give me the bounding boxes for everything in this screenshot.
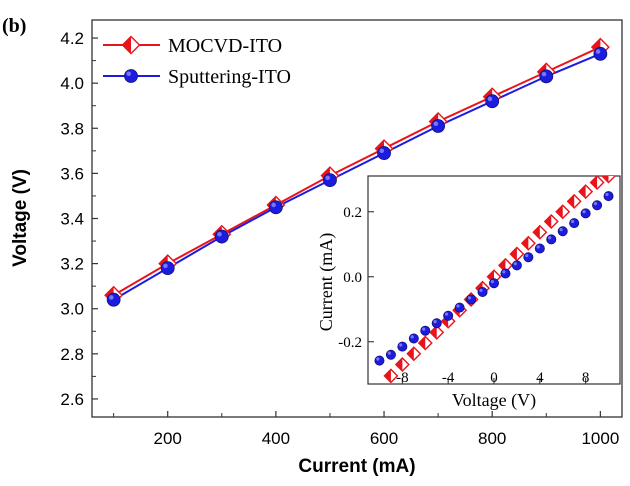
legend-label-sputtering: Sputtering-ITO [168,66,291,88]
main-data-point [268,200,283,215]
main-y-tick-label: 3.8 [60,119,84,138]
inset-data-point [603,191,614,202]
main-y-tick-label: 3.4 [60,210,84,229]
legend-symbol [124,69,138,83]
inset-data-point [520,235,536,251]
inset-data-point [429,324,445,340]
inset-data-point [488,278,499,289]
inset-data-point [511,260,522,271]
inset-data-point [408,333,419,344]
inset-data-point [385,349,396,360]
main-data-point [160,261,175,276]
main-y-tick-label: 2.6 [60,390,84,409]
inset-data-point [523,252,534,263]
inset-series-layer [374,176,617,384]
main-data-point [214,229,229,244]
inset-x-tick-label: -4 [442,370,455,386]
main-data-point [485,94,500,109]
inset-data-point [543,214,559,229]
main-y-tick-label: 4.0 [60,74,84,93]
inset-data-point [534,243,545,254]
legend-marker-mocvd [121,35,141,55]
main-series-layer [104,37,610,307]
main-y-tick-label: 3.6 [60,164,84,183]
main-series-line [113,46,601,297]
inset-x-axis-title: Voltage (V) [452,390,536,411]
main-y-tick-label: 3.0 [60,300,84,319]
inset-y-tick-label: -0.2 [338,335,362,351]
inset-data-point [443,310,454,321]
inset-data-point [454,302,465,313]
main-y-axis-title: Voltage (V) [10,169,31,267]
inset-data-point [477,287,488,298]
inset-data-point [431,318,442,329]
inset-data-point [546,234,557,245]
main-data-point [323,173,337,188]
main-x-axis-title: Current (mA) [298,456,415,477]
inset-x-tick-label: -8 [396,370,409,386]
inset-data-point [580,208,591,219]
inset-data-point [532,224,548,240]
inset-data-point [406,346,422,362]
main-data-point [539,69,554,84]
inset-y-tick-label: 0.0 [343,270,362,286]
inset-data-point [569,218,580,229]
inset-data-point [500,268,511,279]
main-series-line [113,52,601,301]
legend: MOCVD-ITO Sputtering-ITO [103,35,291,88]
main-y-tick-label: 2.8 [60,345,84,364]
main-data-point [431,119,446,133]
inset-data-point [555,204,571,220]
inset-data-point [420,325,431,336]
inset-data-point [394,357,410,372]
inset-data-point [578,184,594,200]
inset-data-point [374,355,385,366]
inset-data-point [601,176,617,184]
main-x-tick-label: 800 [478,429,506,448]
panel-label: (b) [2,15,26,37]
main-axis-ticks: 200 400 600 800 1000 2.6 2.8 3.0 3.2 3.4 3.6 3.8 4.0… [60,29,619,448]
legend-item-sputtering: Sputtering-ITO [103,66,291,88]
main-x-tick-label: 600 [370,429,398,448]
inset-data-point [383,368,399,384]
inset-y-tick-label: 0.2 [343,205,362,221]
inset-y-axis-title: Current (mA) [316,233,337,331]
main-data-point [377,146,391,160]
inset-data-point [566,193,582,209]
main-x-tick-label: 1000 [581,429,619,448]
legend-symbol [121,35,141,55]
main-data-point [106,292,121,307]
main-data-point [593,46,608,61]
inset-x-tick-label: 4 [536,370,544,386]
legend-item-mocvd: MOCVD-ITO [103,35,282,57]
inset-x-tick-label: 0 [490,370,498,386]
legend-label-mocvd: MOCVD-ITO [168,35,282,57]
main-x-tick-label: 200 [154,429,182,448]
inset-data-point [592,200,603,211]
inset-axis-ticks: -8 -4 0 4 8 -0.2 0.0 0.2 [338,205,589,386]
inset-data-point [417,335,433,351]
main-y-tick-label: 4.2 [60,29,84,48]
inset-data-point [589,176,605,190]
inset-data-point [397,341,408,352]
main-y-tick-label: 3.2 [60,255,84,274]
inset-data-point [466,294,477,305]
main-x-tick-label: 400 [262,429,290,448]
inset-data-point [557,226,568,237]
legend-marker-sputtering [124,69,138,83]
inset-data-point [509,246,525,262]
inset-x-tick-label: 8 [582,370,590,386]
